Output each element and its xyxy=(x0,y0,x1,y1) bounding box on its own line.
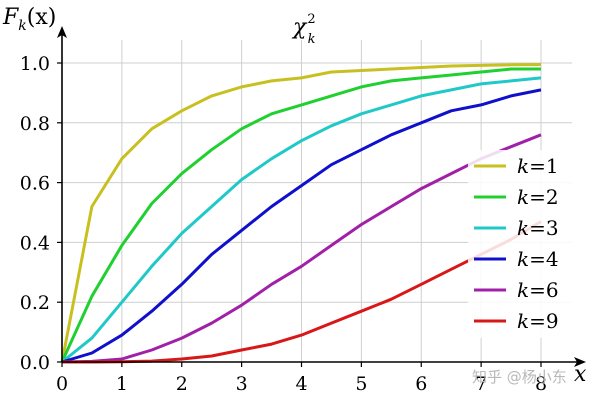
legend-label-k4: k=4 xyxy=(517,247,559,271)
series-line-k3 xyxy=(61,76,542,364)
y-tick-label: 0.4 xyxy=(20,232,50,254)
legend-background xyxy=(468,150,576,338)
y-tick-label: 0.0 xyxy=(20,352,50,374)
y-tick-label: 0.2 xyxy=(20,292,50,314)
x-tick-label: 3 xyxy=(236,373,248,395)
x-axis-label: x xyxy=(574,362,587,387)
x-tick-label: 8 xyxy=(535,373,547,395)
x-axis-arrow xyxy=(574,357,586,367)
legend-label-k6: k=6 xyxy=(517,278,559,302)
legend: k=1 k=2 k=3 k=4 k=6 k=9 xyxy=(468,150,576,338)
y-axis-label: Fk(x) xyxy=(2,5,56,34)
axes xyxy=(57,26,586,367)
series-line-k2 xyxy=(60,67,541,363)
legend-label-k2: k=2 xyxy=(517,185,559,209)
legend-label-k9: k=9 xyxy=(517,309,559,333)
legend-label-k1: k=1 xyxy=(517,154,559,178)
x-tick-label: 6 xyxy=(415,373,427,395)
x-tick-label: 0 xyxy=(56,373,68,395)
x-tick-label: 7 xyxy=(475,373,487,395)
x-tick-label: 1 xyxy=(116,373,128,395)
series-line-k1 xyxy=(60,63,542,363)
y-tick-label: 1.0 xyxy=(20,53,50,75)
y-tick-label: 0.8 xyxy=(20,113,50,135)
watermark: 知乎 @杨小东 xyxy=(472,368,567,386)
x-tick-label: 4 xyxy=(295,373,307,395)
legend-label-k3: k=3 xyxy=(517,216,559,240)
tick-labels: 0 1 2 3 4 5 6 7 8 0.0 0.2 0.4 0.6 0.8 1.0 xyxy=(20,53,547,395)
y-tick-label: 0.6 xyxy=(20,173,50,195)
chart-title: χ2 k xyxy=(291,12,316,47)
series-line-k6 xyxy=(61,133,542,364)
series-line-k4 xyxy=(61,88,542,364)
y-axis-arrow xyxy=(57,26,67,38)
x-tick-label: 5 xyxy=(355,373,367,395)
x-tick-label: 2 xyxy=(176,373,188,395)
